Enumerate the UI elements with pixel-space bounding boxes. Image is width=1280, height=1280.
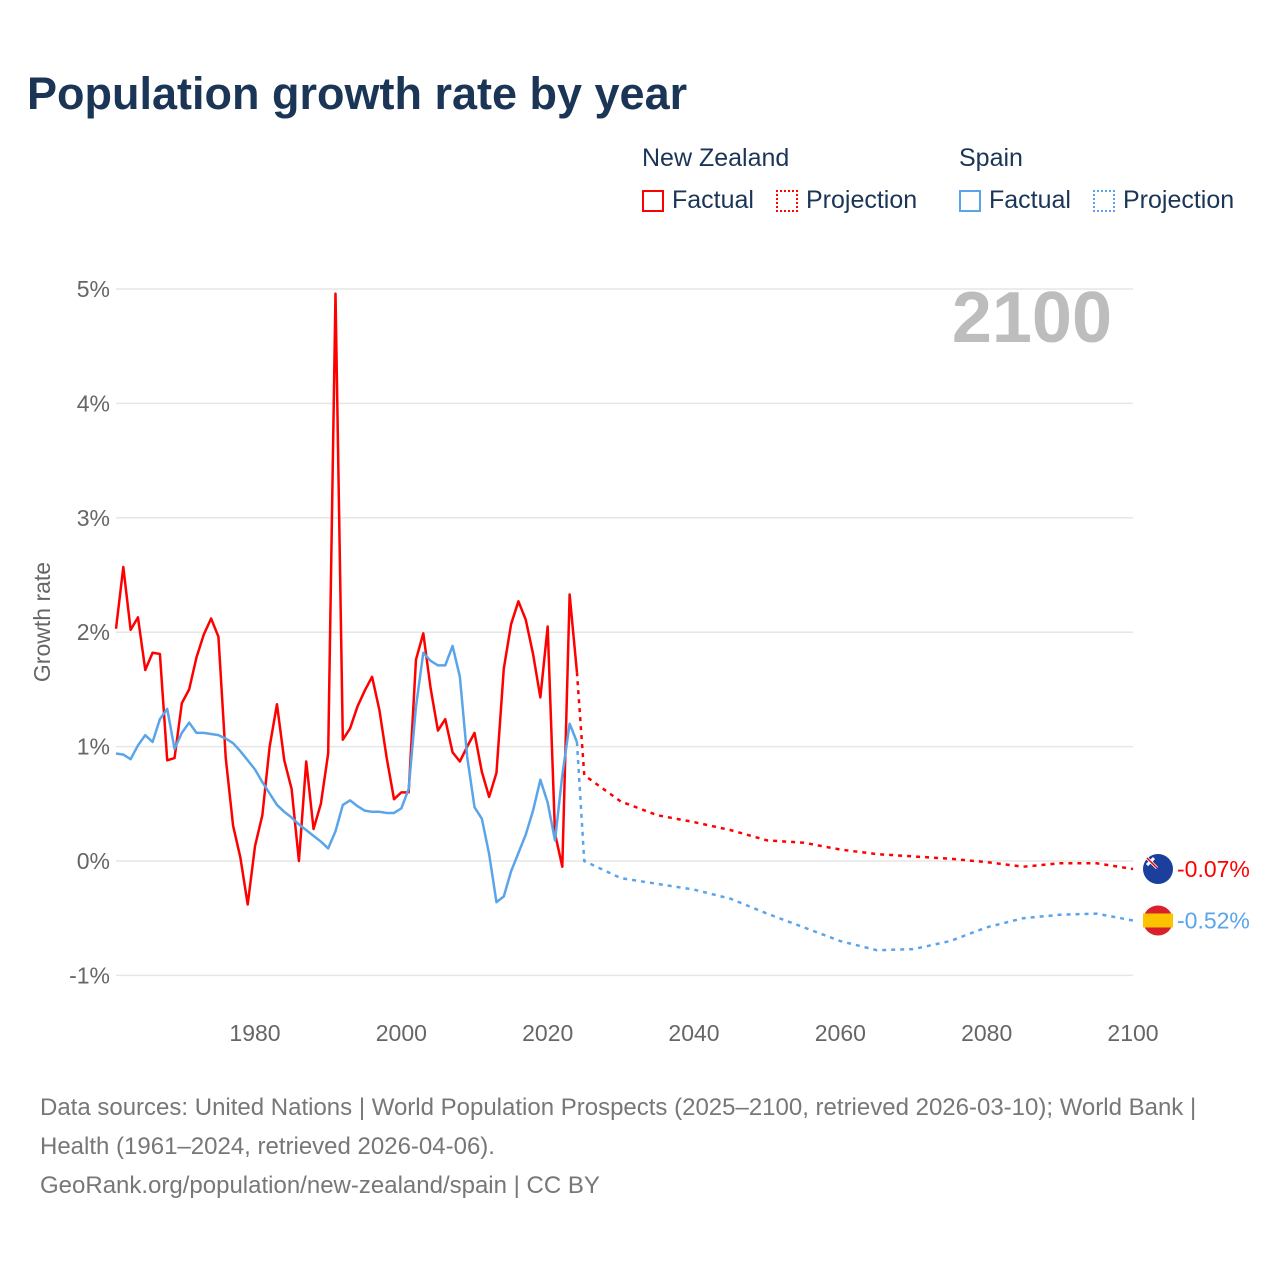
legend-swatch bbox=[776, 189, 798, 212]
x-tick-label: 1980 bbox=[229, 1020, 280, 1046]
plot-area: -1% 0% 1% 2% 3% 4% 5% 1980 2000 2020 2040 2060 2080 2… bbox=[29, 276, 1250, 1046]
new-zealand-flag-icon bbox=[1143, 854, 1173, 885]
x-tick-label: 2020 bbox=[522, 1020, 573, 1046]
legend-es-projection[interactable]: Projection bbox=[1093, 186, 1234, 215]
x-tick-label: 2100 bbox=[1107, 1020, 1158, 1046]
end-value-label: -0.52% bbox=[1177, 907, 1250, 933]
factual-line-new-zealand bbox=[114, 292, 579, 906]
legend-swatch bbox=[959, 189, 981, 212]
y-tick-label: 3% bbox=[77, 505, 110, 531]
legend-swatch bbox=[1093, 189, 1115, 212]
legend-label: Factual bbox=[672, 186, 754, 214]
legend-es-factual[interactable]: Factual bbox=[959, 186, 1071, 215]
projection-line-spain bbox=[575, 741, 1134, 952]
legend-nz-projection[interactable]: Projection bbox=[776, 186, 917, 215]
flag-union-red bbox=[1146, 857, 1158, 869]
y-axis-label: Growth rate bbox=[29, 562, 55, 682]
y-tick-label: 2% bbox=[77, 619, 110, 645]
x-tick-label: 2040 bbox=[668, 1020, 719, 1046]
legend-label: Factual bbox=[989, 186, 1071, 214]
source-link[interactable]: GeoRank.org/population/new-zealand/spain… bbox=[40, 1172, 600, 1199]
y-tick-label: 4% bbox=[77, 390, 110, 416]
legend-label: Projection bbox=[806, 186, 918, 214]
footer: Data sources: United Nations | World Pop… bbox=[40, 1088, 1230, 1205]
x-tick-label: 2080 bbox=[961, 1020, 1012, 1046]
flag-band bbox=[1143, 913, 1173, 928]
y-tick-label: 5% bbox=[77, 276, 110, 302]
chart-title: Population growth rate by year bbox=[27, 68, 688, 119]
legend-group-new-zealand: New Zealand bbox=[642, 144, 790, 172]
legend-label: Projection bbox=[1123, 186, 1235, 214]
projection-line-new-zealand bbox=[575, 672, 1134, 871]
end-value-label: -0.07% bbox=[1177, 856, 1250, 882]
factual-line-spain bbox=[115, 644, 579, 904]
year-watermark: 2100 bbox=[952, 278, 1112, 358]
y-tick-label: 1% bbox=[77, 734, 110, 760]
y-tick-label: -1% bbox=[69, 962, 110, 988]
legend-nz-factual[interactable]: Factual bbox=[642, 186, 754, 215]
data-sources: Data sources: United Nations | World Pop… bbox=[40, 1094, 1197, 1160]
y-tick-label: 0% bbox=[77, 848, 110, 874]
spain-flag-icon bbox=[1143, 905, 1173, 936]
legend-swatch bbox=[642, 189, 664, 212]
legend-group-spain: Spain bbox=[959, 144, 1023, 172]
x-tick-label: 2000 bbox=[376, 1020, 427, 1046]
x-tick-label: 2060 bbox=[815, 1020, 866, 1046]
